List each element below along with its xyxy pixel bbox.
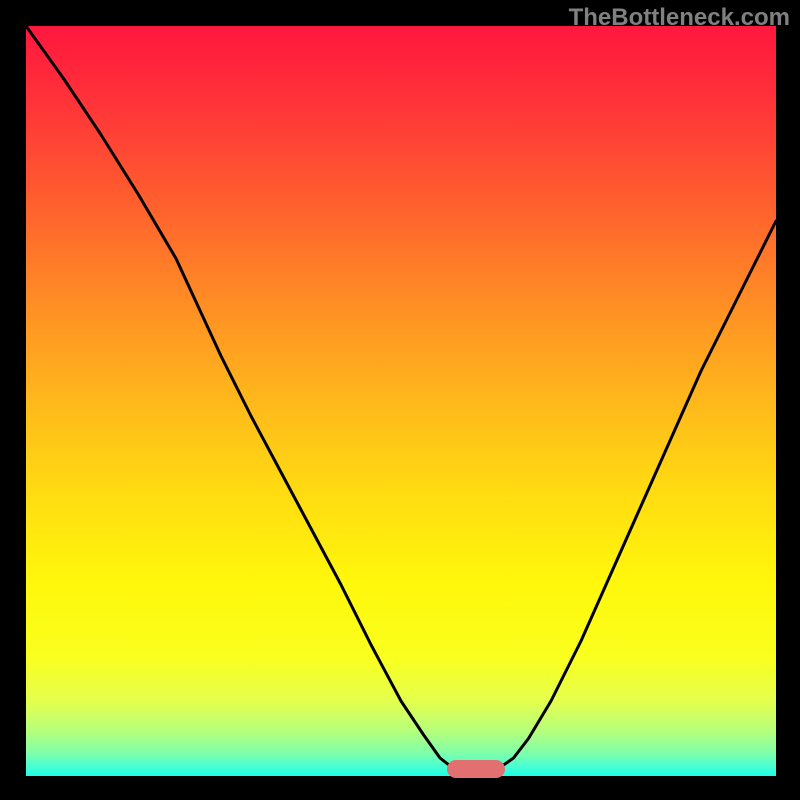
bottleneck-curve [0,0,800,800]
curve-path [26,26,776,773]
optimum-marker [447,760,505,778]
watermark-text: TheBottleneck.com [569,4,790,32]
chart-container: TheBottleneck.com [0,0,800,800]
